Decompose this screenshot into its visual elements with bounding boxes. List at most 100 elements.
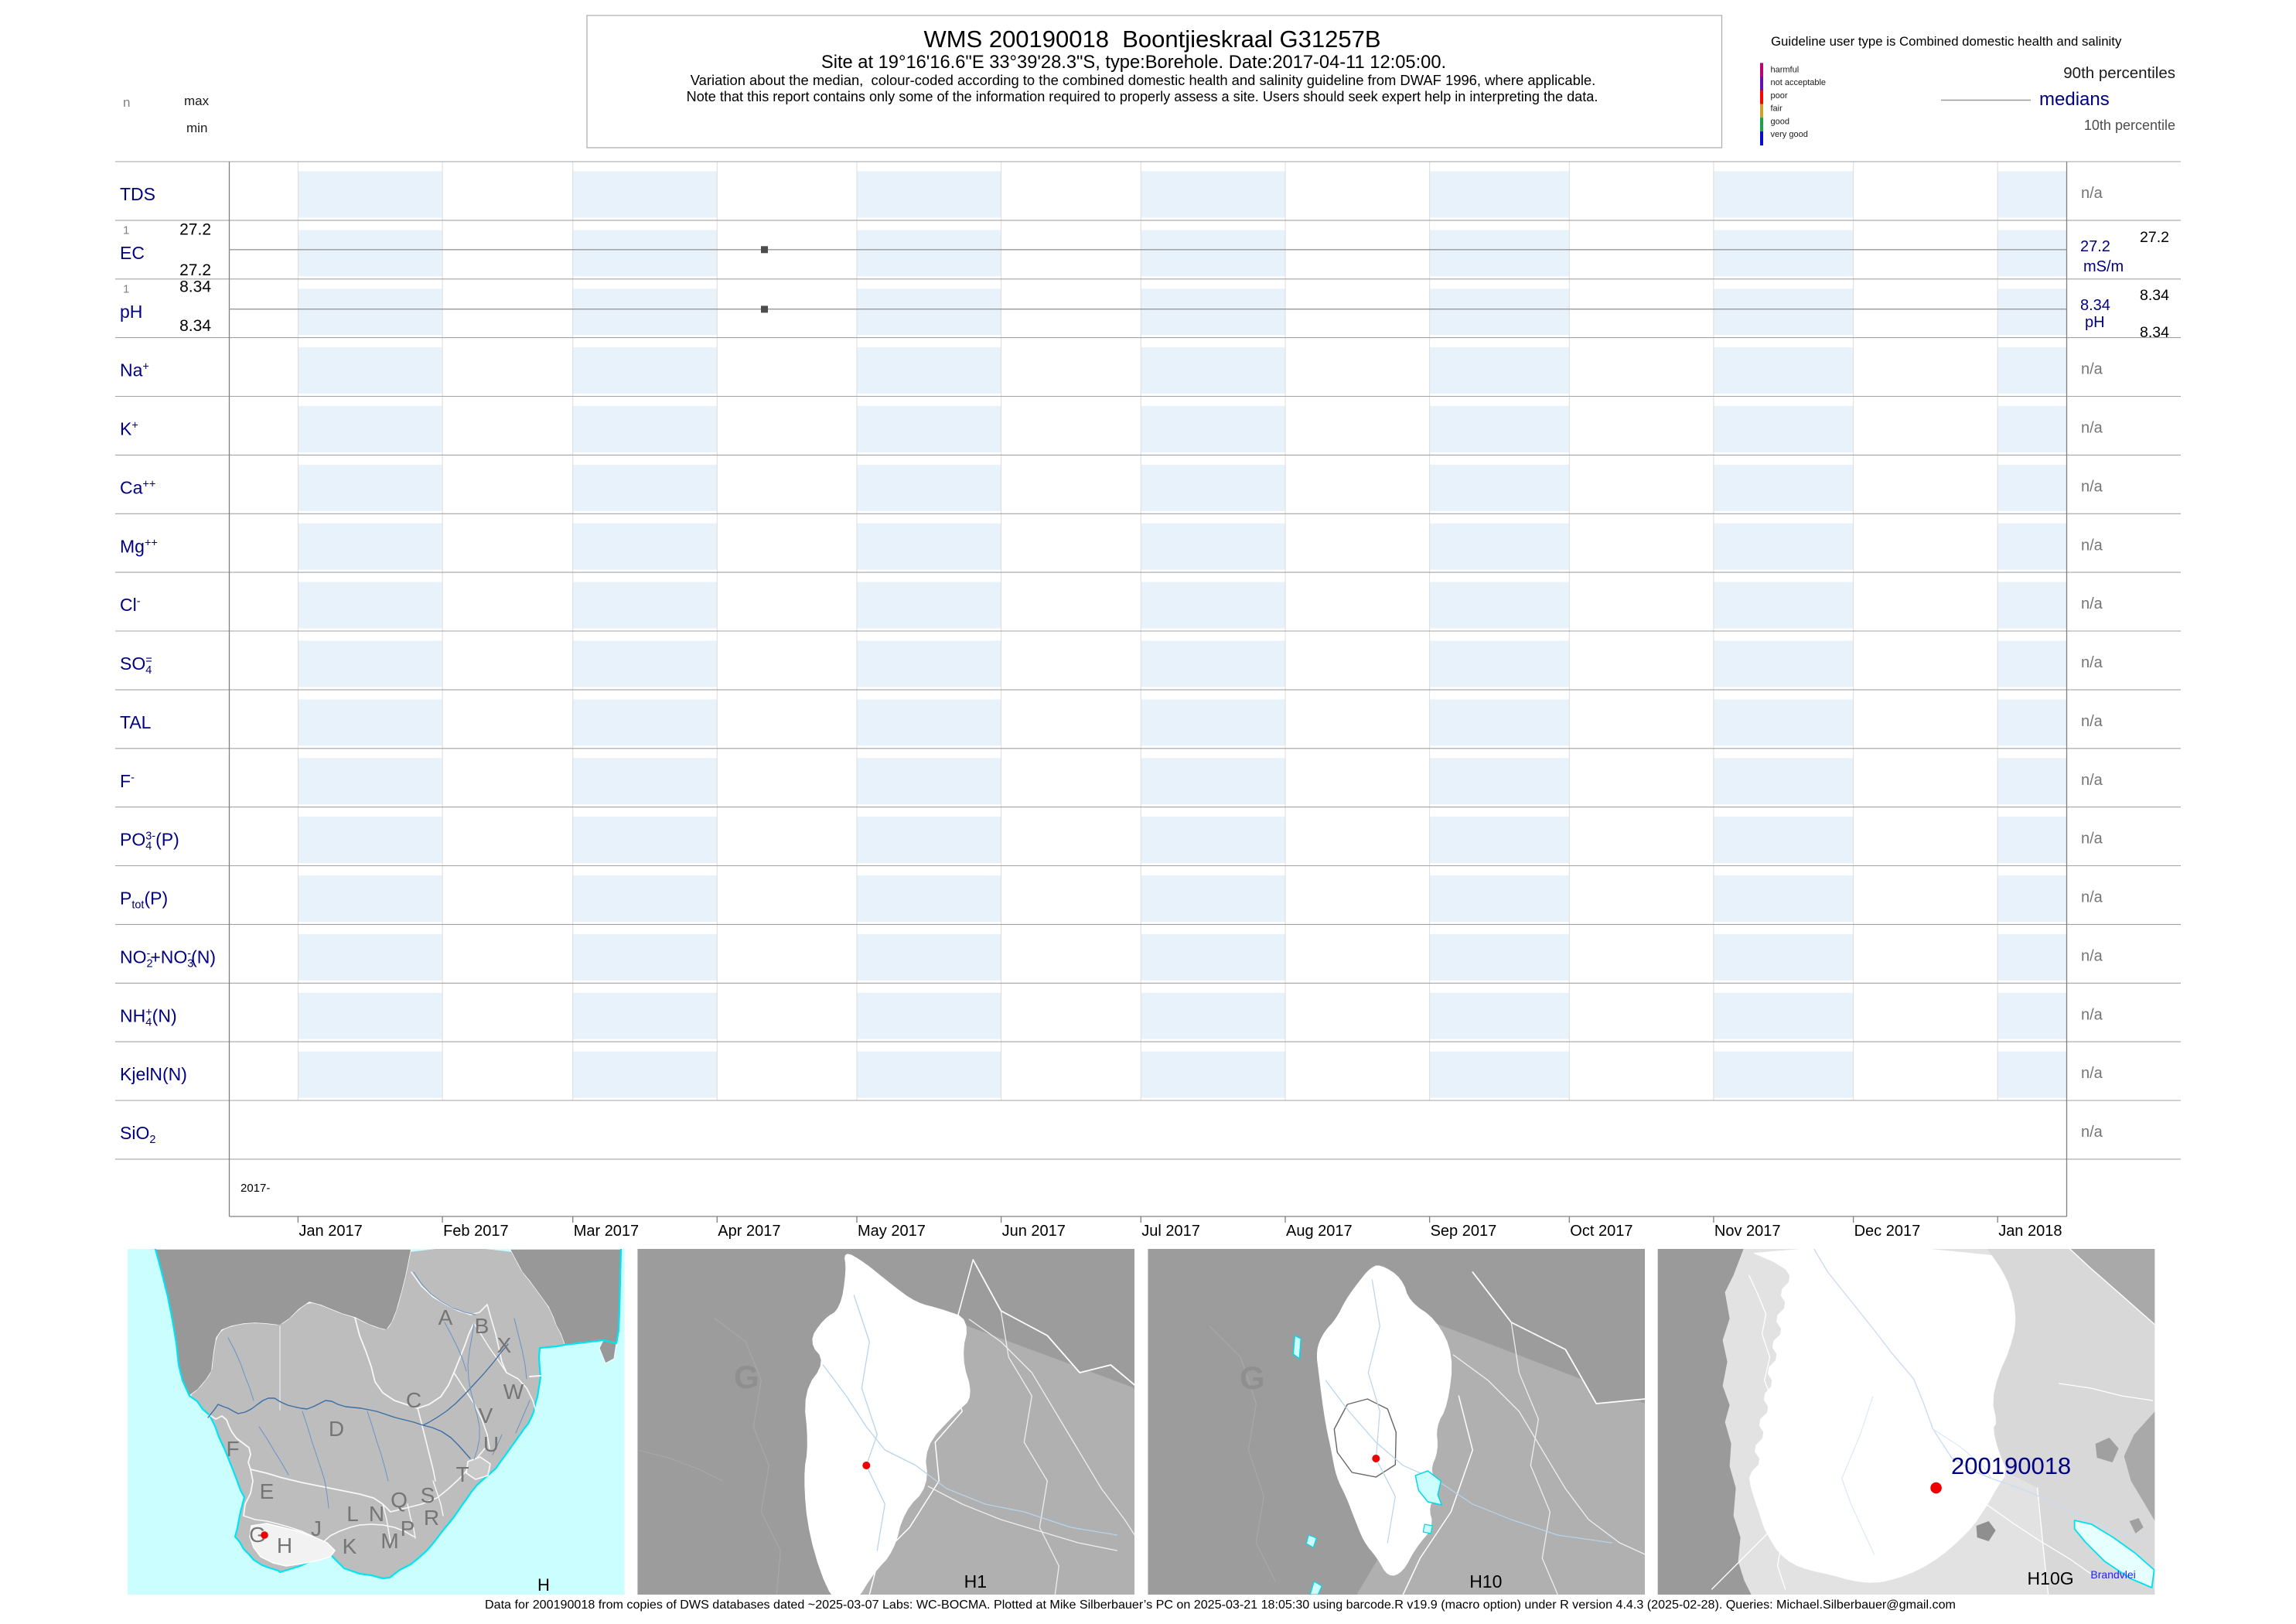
svg-text:U: U: [483, 1432, 499, 1456]
svg-text:X: X: [497, 1333, 512, 1357]
svg-text:max: max: [184, 94, 210, 108]
svg-text:Jun 2017: Jun 2017: [1002, 1223, 1066, 1240]
svg-text:n/a: n/a: [2081, 478, 2103, 495]
svg-text:8.34: 8.34: [179, 317, 211, 335]
svg-text:n/a: n/a: [2081, 889, 2103, 906]
svg-text:W: W: [503, 1380, 524, 1404]
svg-text:not acceptable: not acceptable: [1771, 78, 1827, 87]
svg-text:8.34: 8.34: [2140, 287, 2169, 304]
svg-text:Sep 2017: Sep 2017: [1431, 1223, 1497, 1240]
svg-text:very good: very good: [1771, 130, 1808, 139]
svg-text:n/a: n/a: [2081, 1065, 2103, 1082]
svg-text:27.2: 27.2: [2140, 229, 2169, 246]
svg-text:EC: EC: [120, 243, 145, 263]
svg-text:Note that this report contains: Note that this report contains only some…: [687, 89, 1598, 104]
svg-text:M: M: [380, 1529, 398, 1553]
svg-text:H10G: H10G: [2028, 1568, 2074, 1588]
svg-text:Jul 2017: Jul 2017: [1141, 1223, 1200, 1240]
svg-text:H1: H1: [964, 1571, 987, 1592]
svg-text:V: V: [479, 1404, 493, 1428]
svg-text:TDS: TDS: [120, 184, 155, 204]
svg-text:May 2017: May 2017: [858, 1223, 926, 1240]
svg-text:Variation about the median, c: Variation about the median, colour-coded…: [691, 72, 1596, 88]
svg-text:C: C: [406, 1388, 421, 1412]
svg-text:Guideline user type is Combine: Guideline user type is Combined domestic…: [1771, 34, 2122, 49]
svg-text:KjelN(N): KjelN(N): [120, 1064, 187, 1084]
svg-text:H: H: [277, 1534, 292, 1557]
svg-text:n/a: n/a: [2081, 537, 2103, 554]
svg-text:n/a: n/a: [2081, 772, 2103, 789]
svg-text:B: B: [475, 1314, 490, 1338]
svg-text:Jan 2018: Jan 2018: [1998, 1223, 2062, 1240]
svg-text:27.2: 27.2: [179, 261, 211, 279]
svg-text:1: 1: [123, 282, 129, 295]
svg-text:Aug 2017: Aug 2017: [1286, 1223, 1353, 1240]
svg-text:n/a: n/a: [2081, 1124, 2103, 1141]
svg-text:n/a: n/a: [2081, 947, 2103, 964]
svg-text:PO43-(P): PO43-(P): [120, 830, 179, 853]
svg-text:J: J: [311, 1517, 322, 1540]
svg-text:poor: poor: [1771, 91, 1788, 101]
svg-text:90th percentiles: 90th percentiles: [2063, 64, 2175, 82]
svg-text:1: 1: [123, 223, 129, 237]
svg-text:WMS 200190018 Boontjieskraal: WMS 200190018 Boontjieskraal G31257B: [923, 26, 1380, 53]
svg-text:2017-: 2017-: [241, 1182, 270, 1195]
svg-text:N: N: [369, 1502, 384, 1526]
svg-text:K: K: [343, 1534, 357, 1558]
svg-text:8.34: 8.34: [179, 278, 211, 295]
svg-text:pH: pH: [120, 302, 142, 322]
svg-text:G: G: [1240, 1360, 1265, 1396]
svg-text:n/a: n/a: [2081, 713, 2103, 730]
svg-text:n/a: n/a: [2081, 595, 2103, 612]
svg-text:Feb 2017: Feb 2017: [443, 1223, 509, 1240]
svg-text:G: G: [734, 1359, 759, 1395]
svg-text:H10: H10: [1469, 1571, 1502, 1592]
svg-text:S: S: [421, 1483, 435, 1507]
svg-text:SO4=: SO4=: [120, 653, 152, 677]
svg-text:L: L: [346, 1502, 359, 1526]
svg-text:H: H: [537, 1575, 550, 1595]
svg-text:n/a: n/a: [2081, 420, 2103, 437]
svg-text:P: P: [401, 1517, 415, 1540]
svg-text:8.34: 8.34: [2140, 324, 2169, 341]
svg-text:n/a: n/a: [2081, 831, 2103, 848]
svg-text:D: D: [329, 1417, 344, 1441]
svg-text:8.34: 8.34: [2080, 297, 2110, 314]
svg-text:Mar 2017: Mar 2017: [574, 1223, 640, 1240]
svg-text:Q: Q: [391, 1488, 408, 1512]
svg-text:TAL: TAL: [120, 712, 152, 732]
svg-text:R: R: [424, 1506, 439, 1530]
svg-text:n/a: n/a: [2081, 654, 2103, 671]
svg-text:Apr 2017: Apr 2017: [718, 1223, 780, 1240]
svg-text:10th percentile: 10th percentile: [2084, 118, 2175, 133]
svg-text:F: F: [226, 1437, 239, 1461]
svg-text:Site at 19°16'16.6"E 33°39'28.: Site at 19°16'16.6"E 33°39'28.3"S, type:…: [821, 53, 1446, 73]
svg-text:Dec 2017: Dec 2017: [1854, 1223, 1921, 1240]
svg-text:Ptot(P): Ptot(P): [120, 889, 168, 912]
svg-text:harmful: harmful: [1771, 66, 1800, 75]
svg-text:pH: pH: [2085, 314, 2105, 331]
svg-text:Na+: Na+: [120, 360, 149, 380]
svg-text:27.2: 27.2: [2080, 238, 2110, 255]
svg-text:n/a: n/a: [2081, 1006, 2103, 1023]
svg-text:min: min: [186, 121, 207, 135]
svg-text:A: A: [438, 1305, 453, 1329]
svg-text:good: good: [1771, 117, 1789, 126]
svg-text:200190018: 200190018: [1951, 1452, 2071, 1479]
svg-text:Brandvlei: Brandvlei: [2090, 1568, 2135, 1581]
svg-text:Oct 2017: Oct 2017: [1570, 1223, 1632, 1240]
svg-text:fair: fair: [1771, 104, 1783, 114]
svg-text:Jan 2017: Jan 2017: [299, 1223, 362, 1240]
svg-text:Data for 200190018 from copies: Data for 200190018 from copies of DWS da…: [485, 1598, 1956, 1612]
svg-text:NO2-+NO3-(N): NO2-+NO3-(N): [120, 947, 216, 970]
svg-text:G: G: [249, 1523, 266, 1547]
svg-text:medians: medians: [2039, 89, 2110, 110]
svg-text:n/a: n/a: [2081, 361, 2103, 378]
svg-text:27.2: 27.2: [179, 220, 211, 238]
svg-text:n/a: n/a: [2081, 185, 2103, 202]
svg-text:n: n: [123, 95, 130, 110]
svg-text:mS/m: mS/m: [2083, 258, 2124, 275]
svg-text:Nov 2017: Nov 2017: [1714, 1223, 1781, 1240]
svg-text:NH4+(N): NH4+(N): [120, 1005, 177, 1029]
svg-text:T: T: [455, 1462, 469, 1486]
